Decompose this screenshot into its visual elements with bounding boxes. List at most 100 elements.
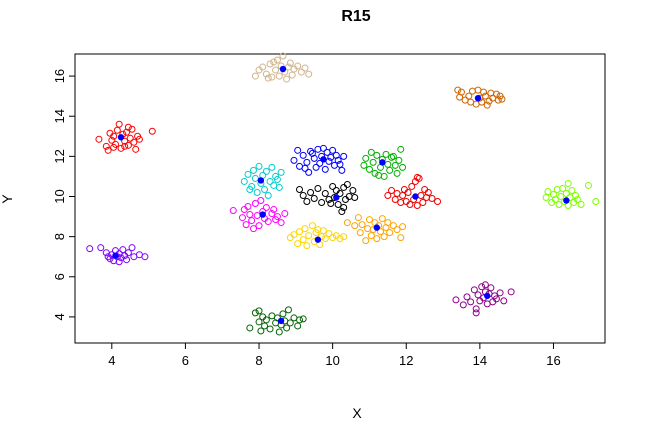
data-point: [113, 126, 121, 134]
data-point: [257, 327, 265, 335]
data-point: [117, 144, 125, 152]
data-point: [321, 235, 329, 243]
data-point: [97, 244, 105, 252]
data-point: [283, 324, 291, 332]
data-point: [338, 166, 346, 174]
data-point: [277, 168, 285, 176]
data-point: [255, 307, 263, 315]
cluster-center: [259, 211, 266, 218]
data-point: [559, 184, 567, 192]
data-point: [303, 198, 311, 206]
data-point: [454, 86, 462, 94]
data-point: [259, 63, 267, 71]
data-point: [472, 309, 480, 317]
data-point: [307, 147, 315, 155]
cluster-center: [379, 159, 386, 166]
cluster-center: [373, 224, 381, 231]
data-point: [584, 181, 592, 189]
data-point: [469, 87, 476, 95]
x-axis: 4 6 8 10 12 14 16: [108, 343, 561, 368]
data-point: [286, 59, 294, 67]
data-point: [102, 142, 110, 150]
data-point: [391, 161, 399, 169]
data-point: [294, 146, 302, 154]
data-point: [382, 150, 390, 158]
data-point: [312, 163, 320, 171]
data-point: [266, 177, 274, 185]
data-point: [86, 245, 94, 253]
data-point: [106, 129, 114, 137]
data-point: [270, 58, 278, 66]
cluster-center: [474, 94, 482, 102]
y-tick-label: 6: [52, 273, 67, 280]
data-point: [128, 125, 136, 133]
data-point: [119, 246, 127, 254]
data-point: [376, 228, 384, 236]
data-point: [244, 203, 252, 211]
y-tick-label: 4: [52, 313, 67, 320]
data-point: [303, 242, 311, 250]
data-point: [296, 316, 304, 324]
data-point: [246, 211, 254, 219]
data-point: [371, 169, 379, 177]
data-point: [314, 184, 322, 192]
data-point: [264, 191, 272, 199]
data-point: [500, 297, 508, 305]
data-point: [246, 324, 254, 332]
data-point: [238, 214, 246, 222]
data-point: [496, 289, 504, 297]
data-point: [299, 236, 307, 244]
cluster-center: [277, 317, 285, 325]
chart-title: R15: [341, 8, 370, 25]
y-axis-label: Y: [0, 194, 15, 204]
cluster-centers: [112, 65, 570, 325]
data-point: [248, 217, 256, 225]
data-point: [104, 146, 112, 154]
data-point: [325, 230, 333, 238]
data-point: [130, 138, 138, 146]
data-point: [283, 75, 291, 83]
data-point: [413, 173, 421, 181]
data-point: [393, 226, 401, 234]
data-point: [577, 201, 585, 209]
data-point: [115, 258, 123, 266]
data-point: [115, 120, 123, 128]
data-point: [360, 161, 368, 169]
data-point: [307, 188, 315, 196]
data-point: [329, 146, 337, 154]
data-point: [255, 318, 263, 326]
data-point: [327, 200, 335, 208]
data-point: [284, 306, 292, 314]
data-point: [297, 68, 305, 76]
data-point: [318, 199, 326, 207]
data-point: [250, 166, 258, 174]
data-point: [393, 169, 401, 177]
data-point: [358, 221, 366, 229]
data-point: [544, 187, 552, 195]
data-point: [349, 186, 357, 194]
data-point: [351, 222, 359, 230]
data-point: [104, 253, 112, 261]
data-point: [457, 88, 465, 96]
data-point: [365, 165, 373, 173]
data-point: [264, 218, 272, 226]
data-point: [336, 235, 344, 243]
data-point: [242, 221, 250, 229]
data-point: [334, 156, 342, 164]
data-point: [321, 189, 329, 197]
data-point: [340, 152, 348, 160]
data-point: [240, 177, 248, 185]
data-point: [290, 156, 298, 164]
data-point: [319, 227, 327, 235]
cluster-center: [117, 134, 125, 141]
data-point: [128, 244, 136, 252]
data-point: [262, 316, 270, 324]
data-point: [483, 101, 491, 109]
data-point: [305, 70, 313, 78]
data-point: [375, 171, 383, 179]
data-point: [562, 189, 570, 197]
data-point: [542, 193, 550, 201]
cluster-center: [333, 194, 340, 201]
data-point: [255, 222, 263, 230]
data-point: [399, 163, 407, 171]
